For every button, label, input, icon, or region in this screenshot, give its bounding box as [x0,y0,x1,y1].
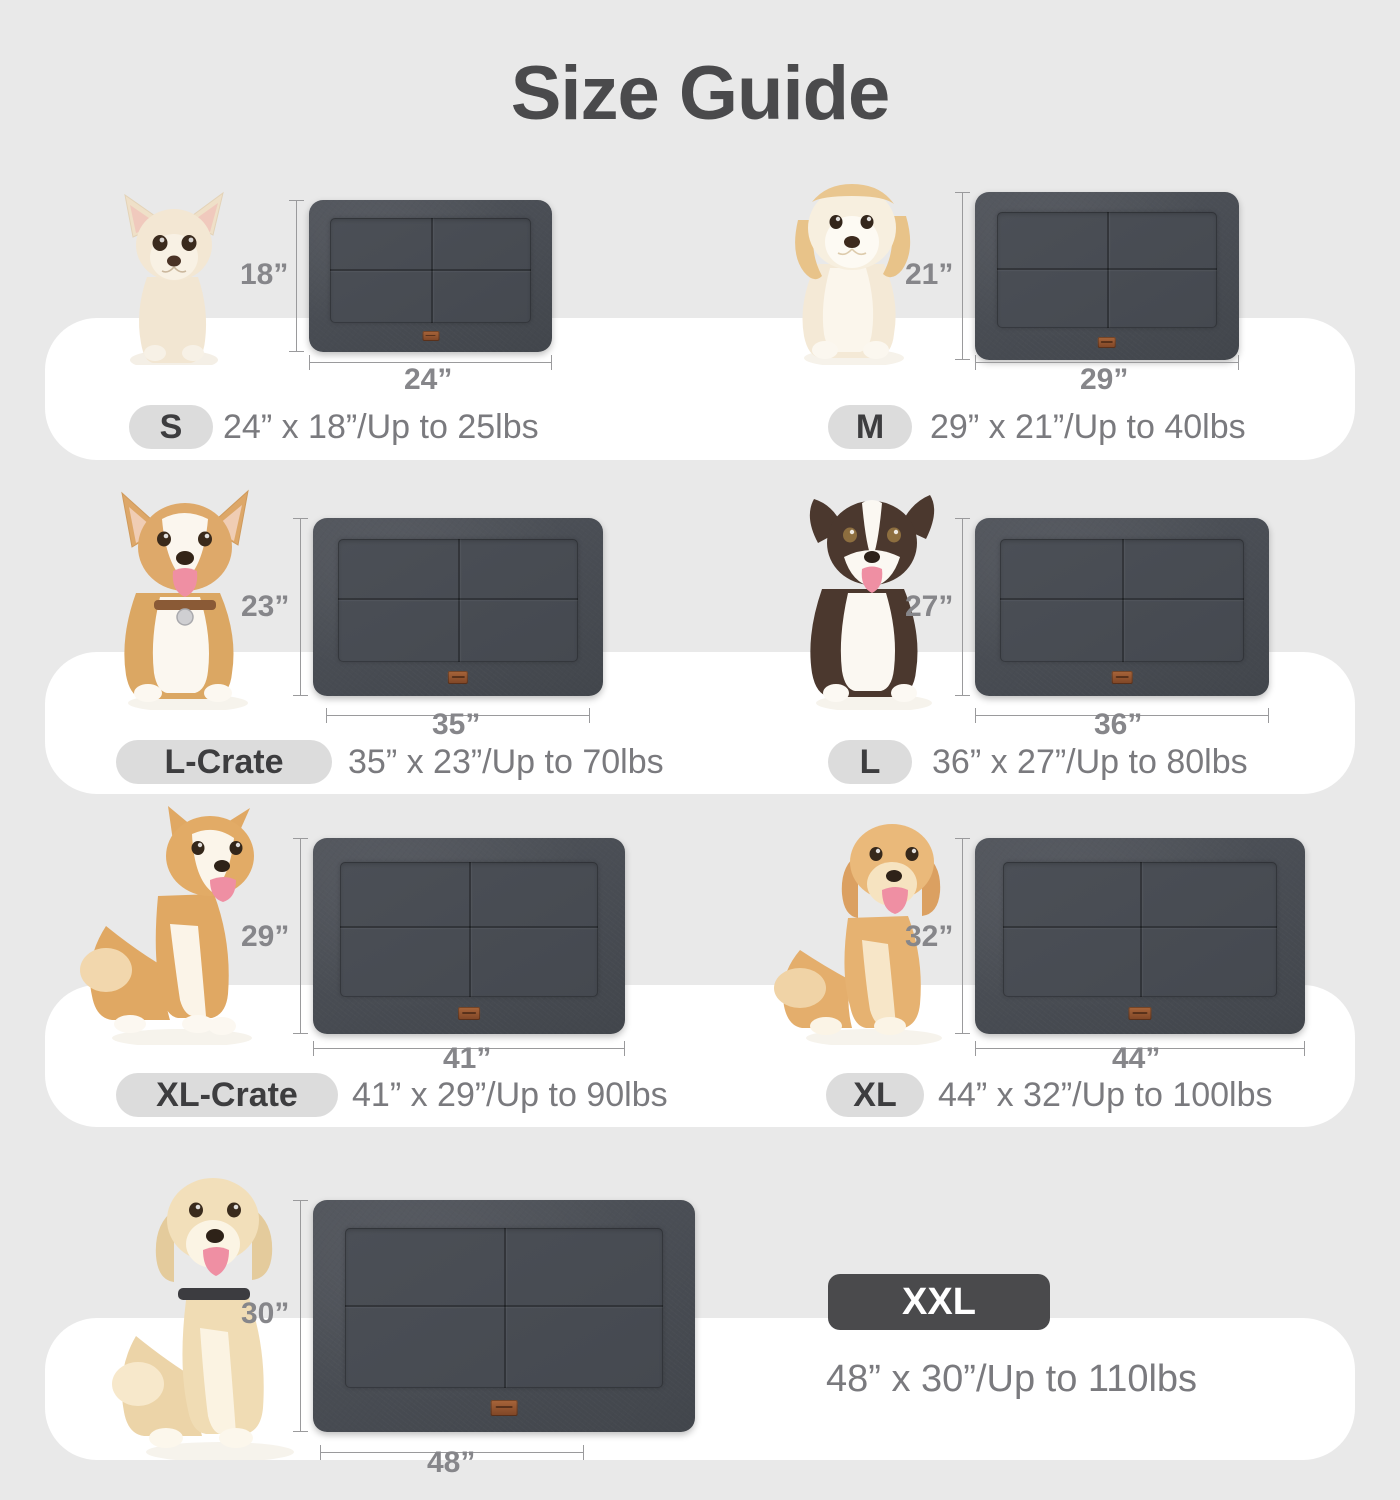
size-spec-s: 24” x 18”/Up to 25lbs [223,408,539,446]
product-mat-xxl [313,1200,695,1432]
dimension-label-width-l: 36” [1094,708,1143,741]
dimension-label-width-l-crate: 35” [432,708,481,741]
mat-stitch-vertical [1122,539,1124,663]
mat-inner-panel [1003,861,1277,997]
mat-stitch-vertical [458,539,460,663]
mat-stitch-vertical [1107,212,1109,329]
mat-stitch-vertical [1140,861,1142,997]
size-badge-xl: XL [826,1073,924,1117]
brand-tag [1128,1006,1152,1021]
dimension-line-horizontal-xl [975,1041,1305,1056]
brand-tag [447,671,469,684]
dimension-label-height-l: 27” [905,590,954,623]
dimension-line-vertical-xl [955,838,970,1034]
size-badge-xl-crate: XL-Crate [116,1073,338,1117]
dimension-line-horizontal-xxl [320,1445,584,1460]
product-mat-xl [975,838,1305,1034]
mat-stitch-horizontal [997,267,1217,270]
mat-stitch-vertical [469,861,471,997]
mat-inner-panel [345,1227,663,1388]
size-badge-l: L [828,740,912,784]
size-badge-s: S [129,405,213,449]
brand-tag [1097,336,1117,349]
dimension-label-height-m: 21” [905,258,954,291]
size-spec-xl-crate: 41” x 29”/Up to 90lbs [352,1076,668,1114]
brand-tag [1111,671,1133,684]
size-badge-m: M [828,405,912,449]
dimension-line-vertical-l-crate [293,518,308,696]
mat-inner-panel [339,861,599,997]
dimension-label-height-l-crate: 23” [241,590,290,623]
mat-inner-panel [337,539,579,663]
dimension-line-horizontal-s [309,355,552,370]
product-mat-m [975,192,1239,360]
mat-inner-panel [329,218,532,324]
page-title: Size Guide [510,51,891,136]
mat-stitch-horizontal [1003,926,1277,929]
mat-stitch-vertical [504,1227,506,1388]
dog-photo-havanese-puppy [770,172,935,365]
size-spec-xxl: 48” x 30”/Up to 110lbs [826,1358,1198,1400]
dog-photo-border-collie [782,485,962,710]
dimension-label-width-xl-crate: 41” [443,1042,492,1075]
dimension-line-horizontal-m [975,355,1239,370]
dog-photo-chihuahua [95,185,255,365]
size-spec-xl: 44” x 32”/Up to 100lbs [938,1076,1273,1114]
dimension-label-height-xl-crate: 29” [241,920,290,953]
dimension-line-horizontal-l [975,708,1269,723]
dog-photo-golden-retriever-cream [112,1160,317,1460]
dimension-line-vertical-xxl [293,1200,308,1432]
mat-stitch-horizontal [999,598,1245,601]
mat-inner-panel [997,212,1217,329]
dog-photo-golden-retriever [770,810,970,1045]
product-mat-s [309,200,552,352]
brand-tag [422,330,439,342]
dimension-label-height-s: 18” [240,258,289,291]
dimension-label-height-xl: 32” [905,920,954,953]
mat-stitch-horizontal [345,1304,663,1307]
dimension-line-vertical-xl-crate [293,838,308,1034]
dimension-line-horizontal-xl-crate [313,1041,625,1056]
dimension-line-vertical-l [955,518,970,696]
dog-photo-corgi [92,485,280,710]
size-badge-xxl: XXL [828,1274,1050,1330]
product-mat-xl-crate [313,838,625,1034]
size-spec-m: 29” x 21”/Up to 40lbs [930,408,1246,446]
dimension-line-vertical-m [955,192,970,360]
dimension-line-horizontal-l-crate [326,708,590,723]
size-spec-l-crate: 35” x 23”/Up to 70lbs [348,743,664,781]
dimension-label-width-m: 29” [1080,363,1129,396]
dimension-label-width-s: 24” [404,363,453,396]
brand-tag [490,1399,518,1416]
mat-inner-panel [999,539,1245,663]
size-spec-l: 36” x 27”/Up to 80lbs [932,743,1248,781]
brand-tag [458,1006,480,1021]
dimension-label-height-xxl: 30” [241,1297,290,1330]
mat-stitch-horizontal [329,268,532,271]
size-badge-l-crate: L-Crate [116,740,332,784]
mat-stitch-horizontal [337,598,579,601]
dimension-label-width-xxl: 48” [427,1446,476,1479]
dimension-line-vertical-s [289,200,304,352]
mat-stitch-horizontal [339,926,599,929]
dimension-label-width-xl: 44” [1112,1042,1161,1075]
dog-photo-shiba-inu [70,800,285,1045]
mat-stitch-vertical [430,218,433,324]
product-mat-l [975,518,1269,696]
product-mat-l-crate [313,518,603,696]
